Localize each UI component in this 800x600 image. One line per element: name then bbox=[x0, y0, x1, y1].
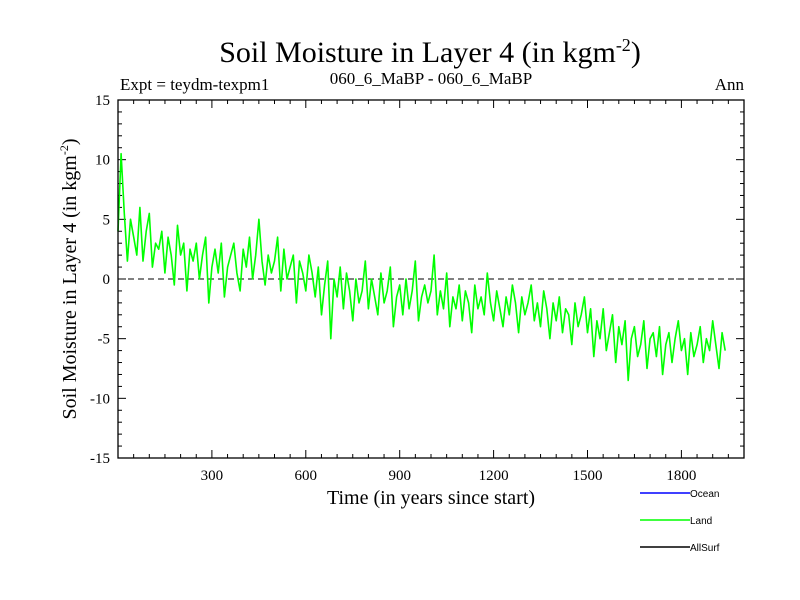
y-axis-label-sup: -2 bbox=[57, 145, 71, 155]
chart-title-sup: -2 bbox=[616, 35, 631, 55]
y-tick-label: 10 bbox=[95, 153, 110, 169]
y-tick-label: -10 bbox=[90, 391, 110, 407]
y-tick-label: -5 bbox=[98, 332, 111, 348]
x-tick-label: 1500 bbox=[573, 468, 603, 484]
y-tick-label: 5 bbox=[103, 212, 111, 228]
chart-title: Soil Moisture in Layer 4 (in kgm-2) bbox=[219, 35, 641, 69]
subtitle-left: Expt = teydm-texpm1 bbox=[120, 75, 269, 94]
y-axis-label: Soil Moisture in Layer 4 (in kgm-2) bbox=[57, 138, 81, 419]
x-tick-label: 1800 bbox=[666, 468, 696, 484]
x-ticks: 300 600 900 1200 1500 1800 bbox=[133, 100, 729, 484]
y-axis-label-close: ) bbox=[59, 138, 81, 145]
plot-frame bbox=[117, 99, 745, 459]
y-axis-label-text: Soil Moisture in Layer 4 (in kgm bbox=[59, 155, 81, 420]
y-tick-label: 0 bbox=[103, 272, 111, 288]
legend: Ocean Land AllSurf bbox=[640, 489, 720, 554]
x-tick-label: 1200 bbox=[479, 468, 509, 484]
y-tick-label: -15 bbox=[90, 451, 110, 467]
legend-label-allsurf: AllSurf bbox=[690, 543, 720, 554]
x-tick-label: 900 bbox=[388, 468, 411, 484]
series-group bbox=[117, 152, 726, 382]
x-tick-label: 300 bbox=[201, 468, 224, 484]
x-tick-label: 600 bbox=[295, 468, 318, 484]
series-line-land bbox=[117, 152, 726, 382]
legend-label-land: Land bbox=[690, 516, 712, 527]
chart-title-text: Soil Moisture in Layer 4 (in kgm bbox=[219, 36, 616, 69]
legend-label-ocean: Ocean bbox=[690, 489, 719, 500]
x-axis-label: Time (in years since start) bbox=[327, 487, 535, 509]
subtitle-center: 060_6_MaBP - 060_6_MaBP bbox=[330, 69, 532, 88]
chart-title-close: ) bbox=[631, 36, 641, 69]
subtitle-right: Ann bbox=[715, 75, 745, 94]
y-tick-label: 15 bbox=[95, 93, 110, 109]
